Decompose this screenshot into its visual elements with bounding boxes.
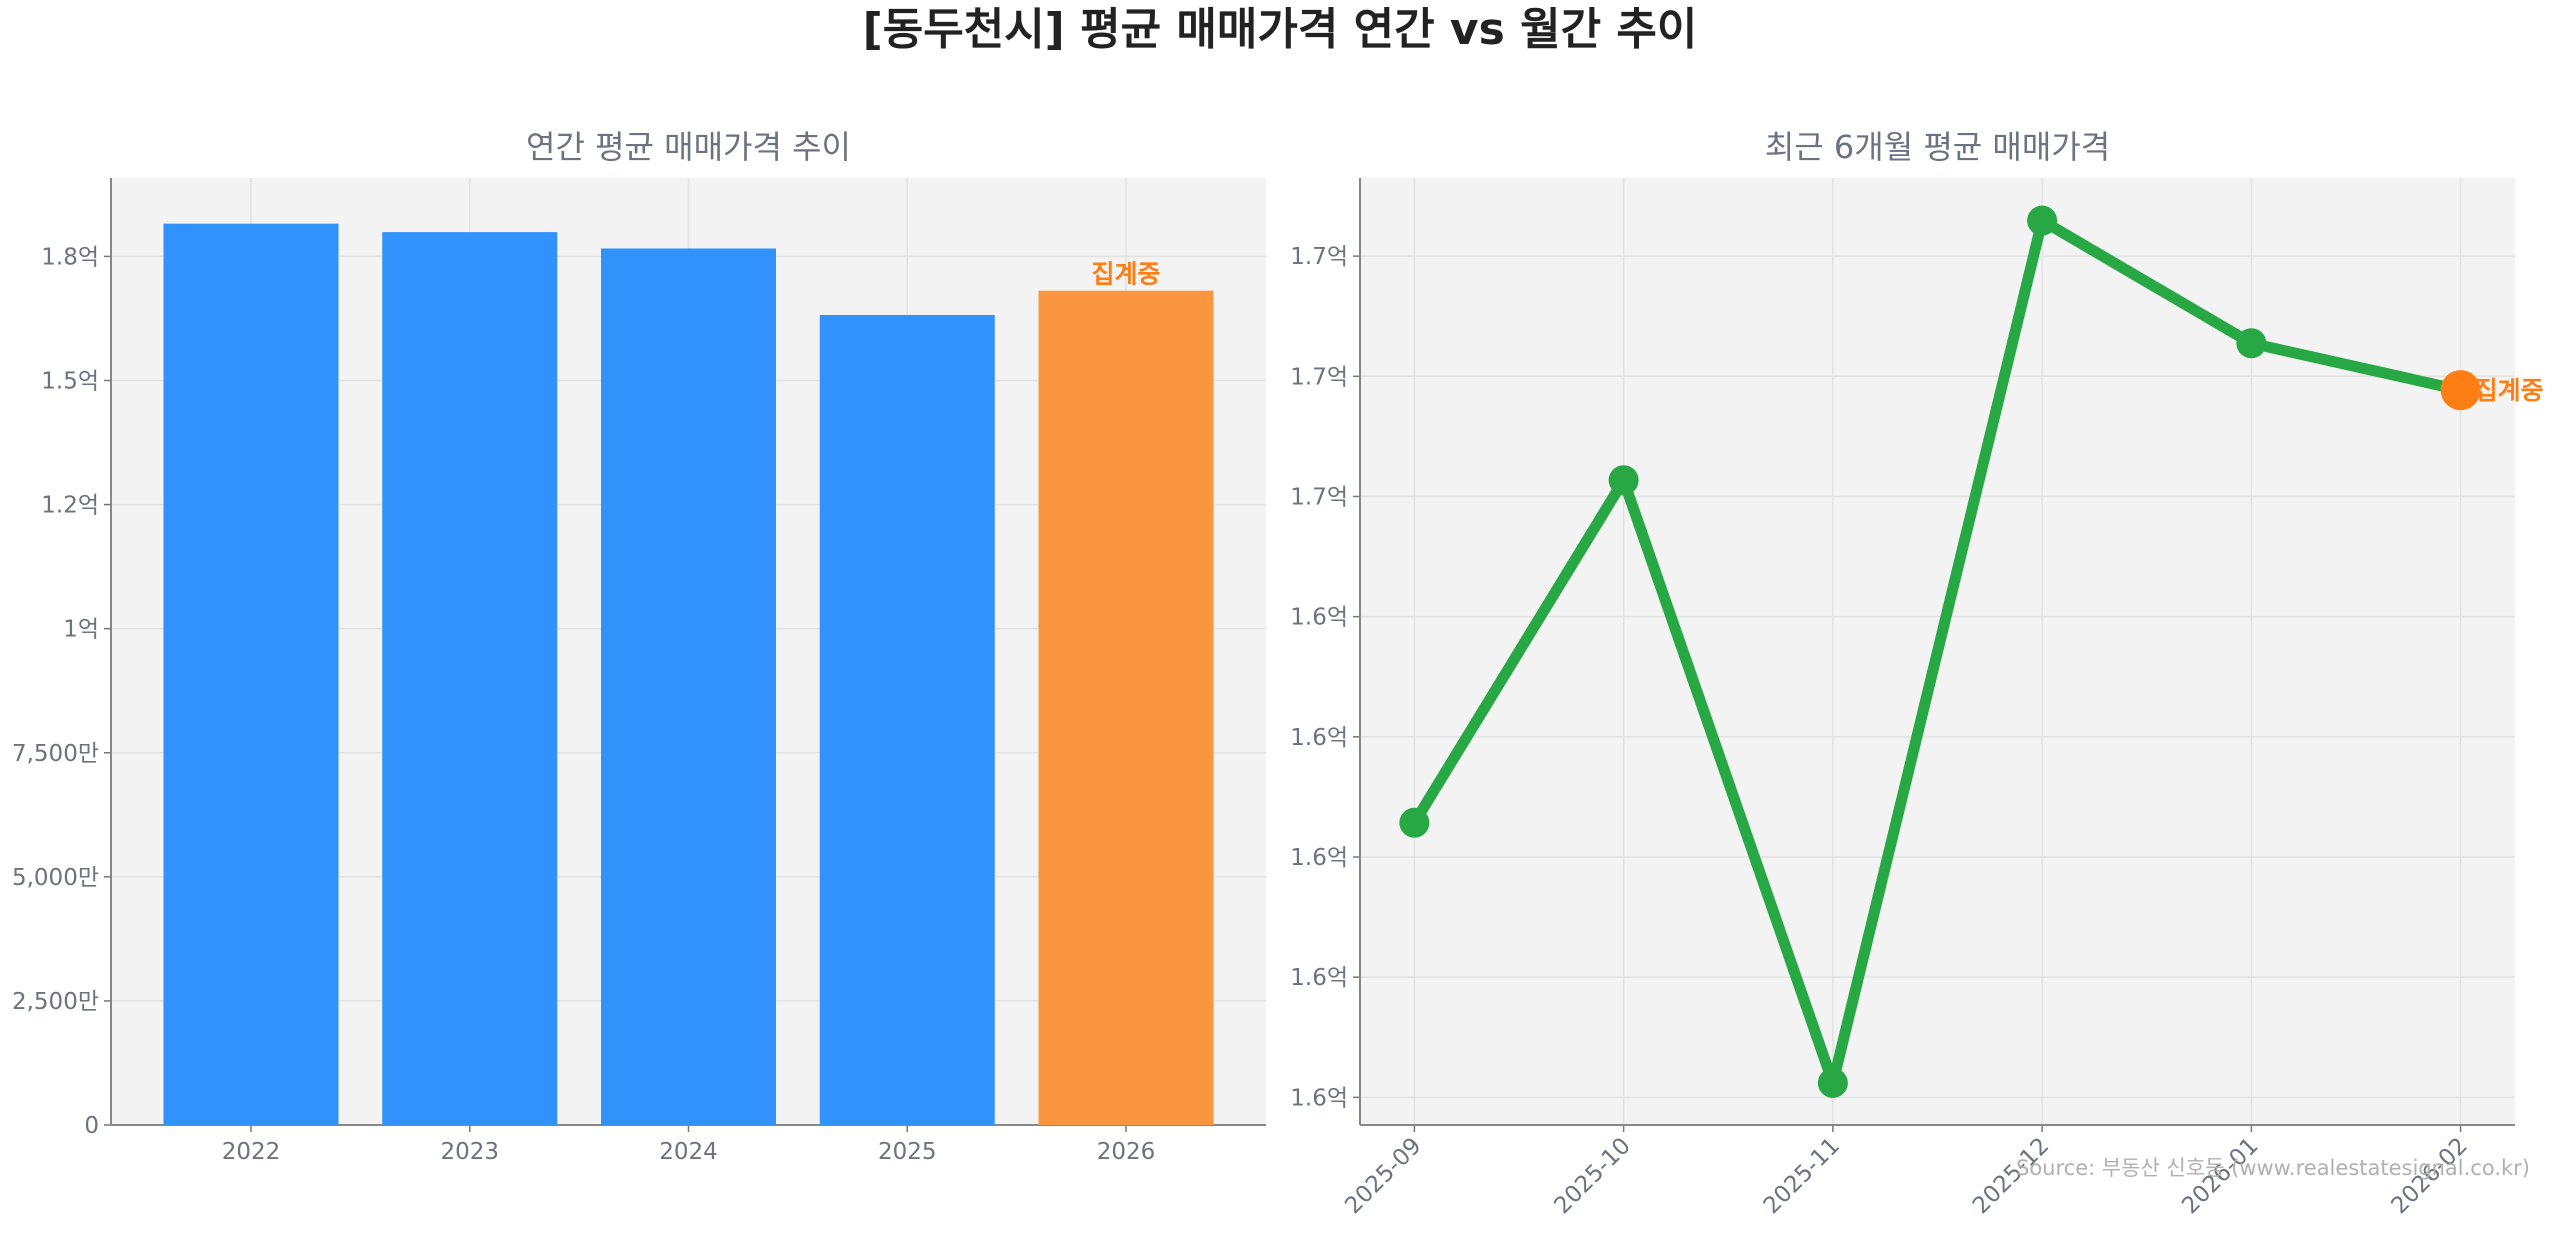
y-tick-label: 2,500만	[12, 989, 99, 1015]
x-tick-label: 2025-10	[1550, 1133, 1636, 1219]
subplot-title: 최근 6개월 평균 매매가격	[1765, 128, 2110, 166]
source-note: Source: 부동산 신호등 (www.realestatesignal.co…	[2016, 1156, 2530, 1180]
y-tick-label: 1.5억	[41, 369, 99, 395]
data-point	[1399, 807, 1430, 838]
x-tick-label: 2023	[440, 1139, 499, 1165]
y-tick-label: 1.7억	[1290, 364, 1348, 390]
data-point	[1817, 1067, 1848, 1098]
x-tick-label: 2025-09	[1340, 1133, 1426, 1219]
y-tick-label: 1.7억	[1290, 244, 1348, 270]
series-line	[1409, 215, 2462, 1089]
bar	[819, 314, 995, 1125]
y-tick-label: 1.7억	[1290, 484, 1348, 510]
partial-label: 집계중	[2475, 376, 2544, 405]
x-tick-label: 2025-11	[1759, 1133, 1845, 1219]
y-tick-label: 7,500만	[12, 741, 99, 767]
y-tick-label: 1.6억	[1290, 965, 1348, 991]
y-tick-label: 5,000만	[12, 865, 99, 891]
data-point	[2027, 205, 2058, 236]
point-partial	[2440, 370, 2481, 411]
monthly-line-chart: 1.6억 1.6억 1.6억 1.6억 1.6억 1.7억 1.7억 1.7억 2025-09 2…	[1290, 128, 2543, 1219]
x-tick-label: 2024	[659, 1139, 718, 1165]
bar	[601, 248, 776, 1126]
y-tick-label: 1.6억	[1290, 725, 1348, 751]
x-tick-label: 2025	[878, 1139, 937, 1165]
bar	[382, 232, 558, 1125]
x-tick-label: 2026	[1097, 1139, 1156, 1165]
x-tick-label: 2022	[222, 1139, 281, 1165]
figure-title: [동두천시] 평균 매매가격 연간 vs 월간 추이	[863, 4, 1698, 55]
data-point	[1608, 465, 1639, 496]
bar-partial	[1038, 290, 1214, 1125]
y-tick-label: 1.6억	[1290, 605, 1348, 631]
annual-bar-chart: 0 2,500만 5,000만 7,500만 1억 1.2억 1.5억 1.8억 2022 202…	[12, 128, 1266, 1165]
y-tick-label: 1.6억	[1290, 845, 1348, 871]
y-tick-label: 1.6억	[1290, 1085, 1348, 1111]
subplot-title: 연간 평균 매매가격 추이	[526, 128, 851, 166]
data-point	[2236, 328, 2267, 359]
y-tick-label: 0	[84, 1113, 99, 1139]
bar	[163, 223, 339, 1125]
partial-label: 집계중	[1091, 260, 1160, 289]
y-tick-label: 1.8억	[41, 244, 99, 270]
y-tick-label: 1.2억	[41, 493, 99, 519]
y-tick-label: 1억	[63, 617, 99, 643]
